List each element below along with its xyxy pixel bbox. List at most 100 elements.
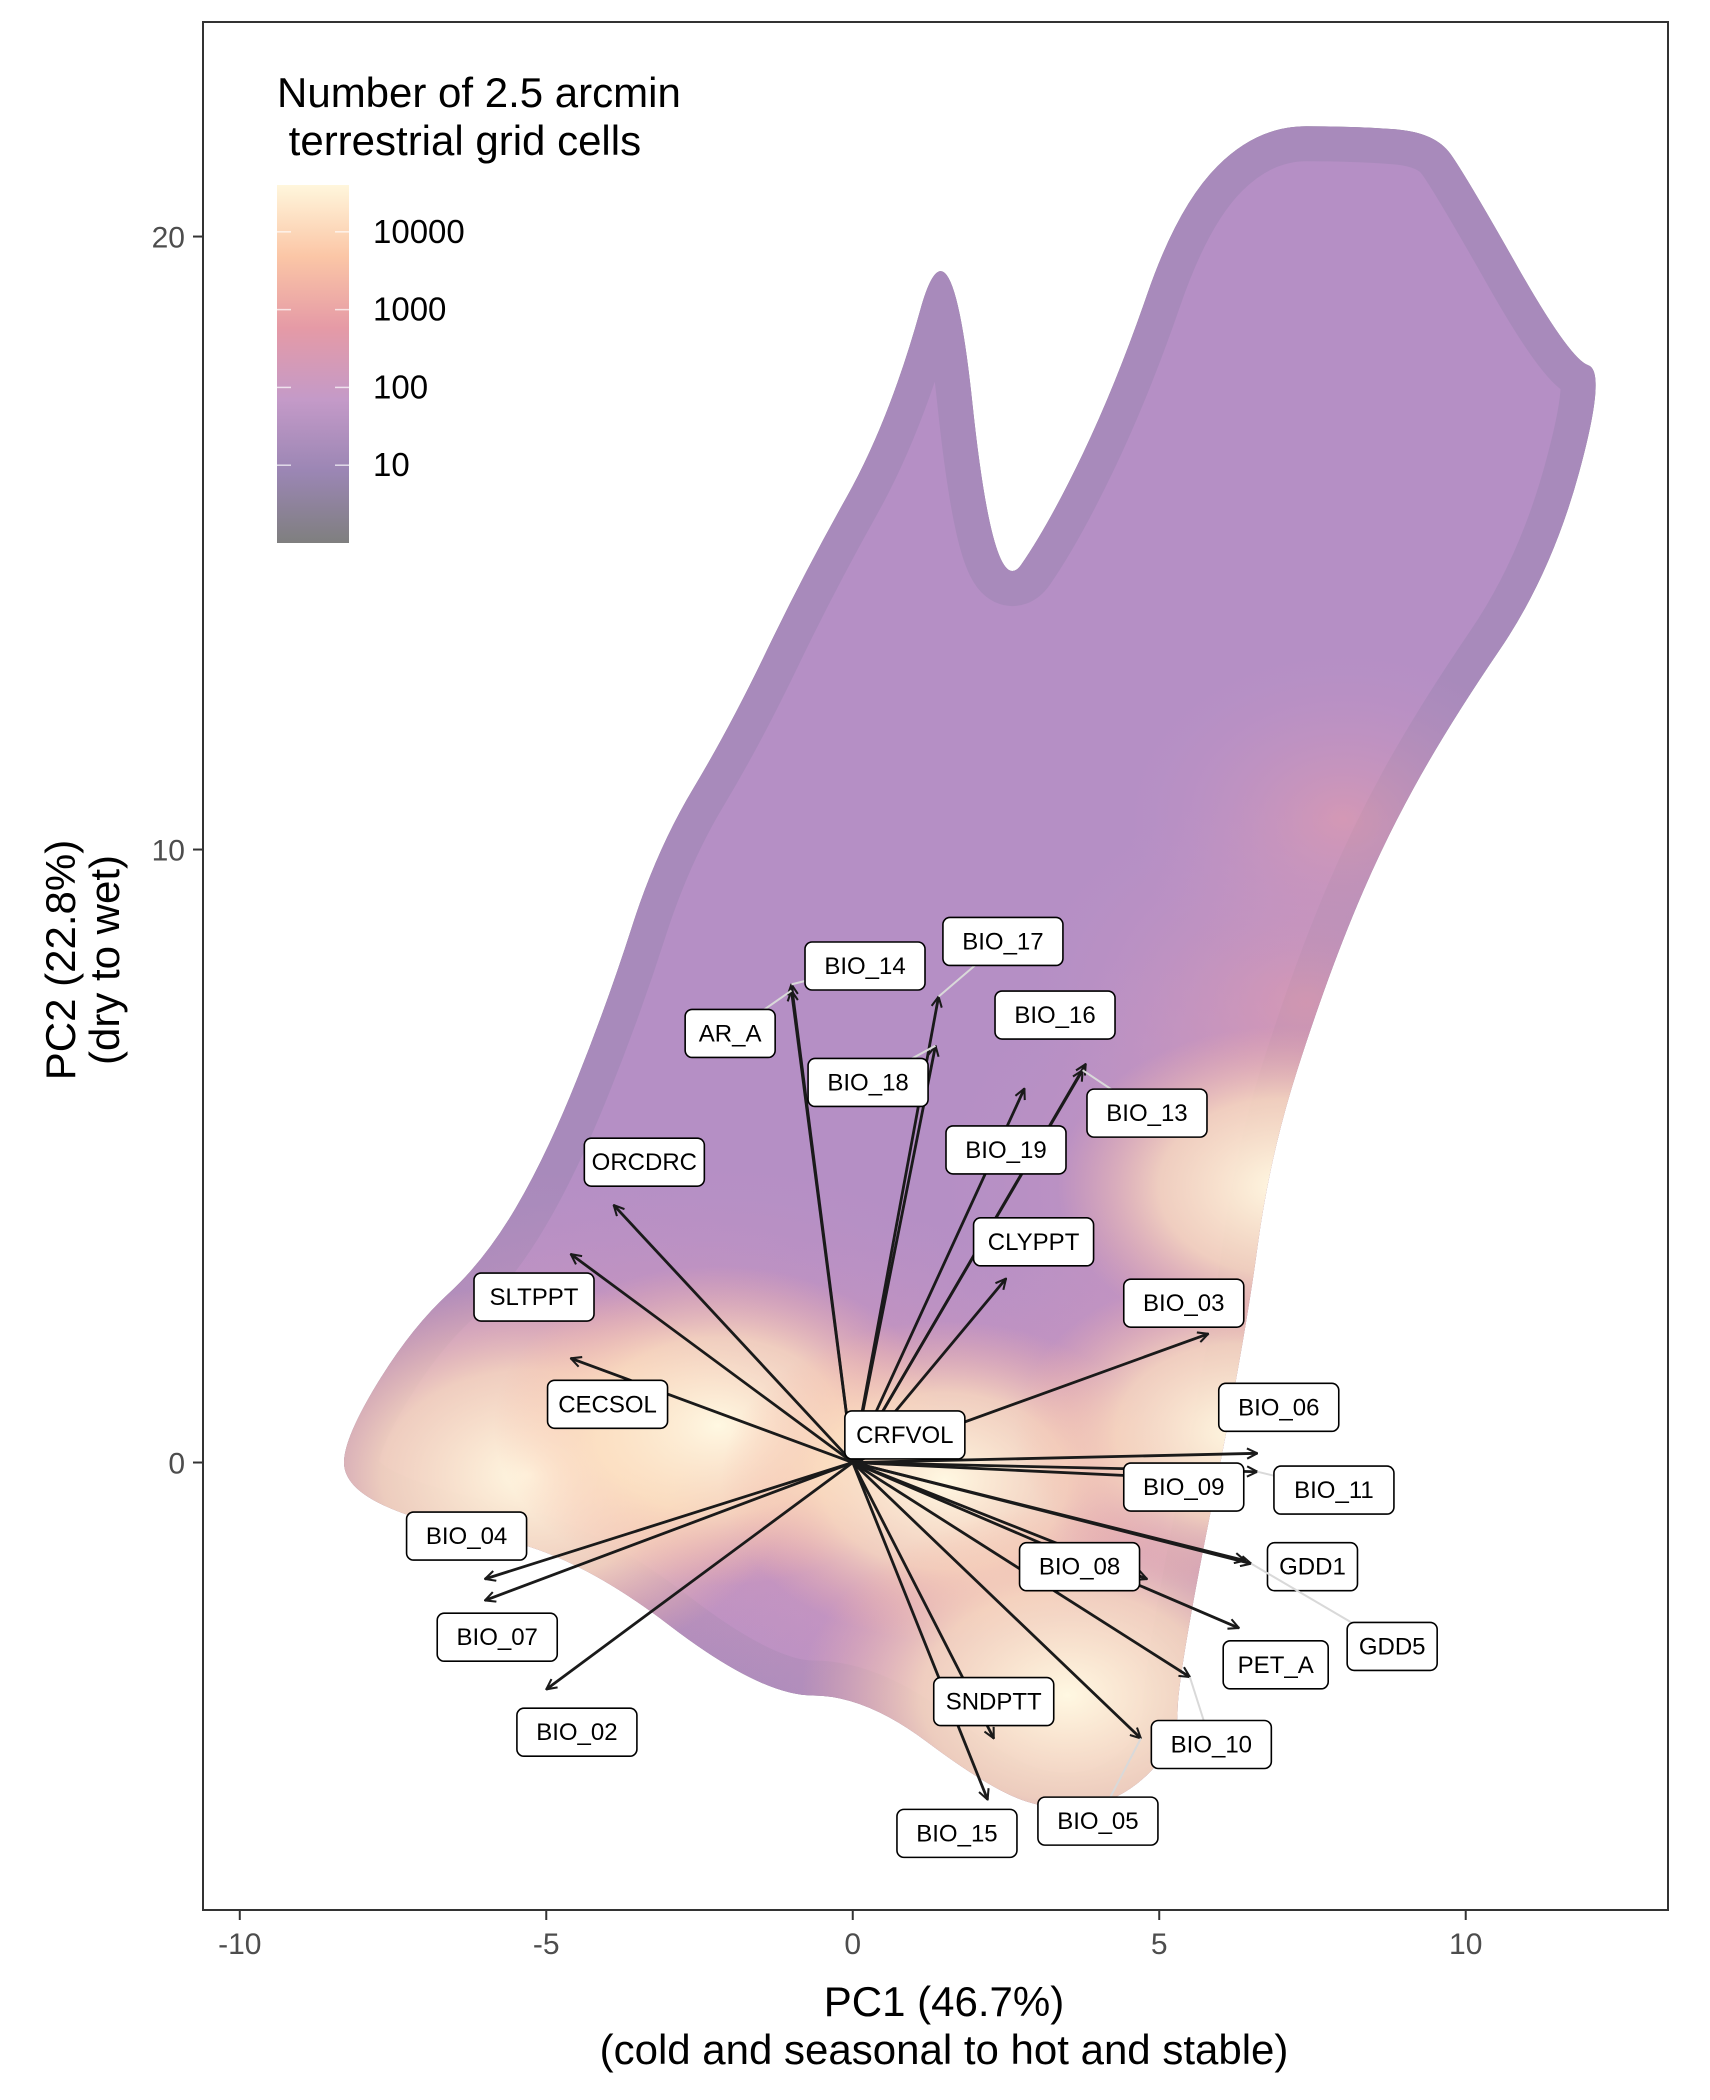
loading-label-bio_18: BIO_18 — [807, 1057, 929, 1108]
legend-title-line1: Number of 2.5 arcmin — [277, 69, 681, 116]
loading-label-bio_04: BIO_04 — [405, 1511, 528, 1561]
label-text: AR_A — [699, 1020, 762, 1047]
loading-label-bio_05: BIO_05 — [1037, 1796, 1159, 1846]
loading-label-ar_a: AR_A — [684, 1008, 776, 1059]
loading-labels: BIO_14 BIO_17 AR_A BIO_16 BIO_18 BIO_13 BIO_19… — [405, 916, 1438, 1859]
loading-label-bio_08: BIO_08 — [1018, 1541, 1141, 1592]
loading-label-gdd5: GDD5 — [1346, 1621, 1438, 1672]
label-box — [1122, 1278, 1245, 1328]
x-tick-label: 0 — [844, 1928, 861, 1961]
label-text: BIO_19 — [965, 1137, 1046, 1164]
color-legend: Number of 2.5 arcmin terrestrial grid ce… — [277, 69, 681, 543]
legend-ticks: 10000 1000 100 10 — [277, 213, 465, 483]
label-box — [807, 1057, 929, 1108]
label-text: BIO_13 — [1106, 1100, 1187, 1127]
label-text: CECSOL — [558, 1391, 657, 1418]
loading-label-bio_02: BIO_02 — [516, 1707, 638, 1758]
x-tick-label: -10 — [218, 1928, 261, 1961]
label-box — [516, 1707, 638, 1758]
loading-label-bio_17: BIO_17 — [942, 916, 1064, 967]
label-text: BIO_06 — [1238, 1394, 1319, 1421]
label-box — [804, 941, 926, 991]
label-box — [1150, 1719, 1273, 1770]
loading-label-bio_11: BIO_11 — [1273, 1465, 1395, 1515]
loading-label-bio_07: BIO_07 — [436, 1612, 559, 1663]
loading-label-bio_16: BIO_16 — [994, 990, 1116, 1040]
label-text: CLYPPT — [988, 1229, 1080, 1256]
label-text: BIO_03 — [1143, 1290, 1224, 1317]
label-box — [405, 1511, 528, 1561]
loading-arrow-bio_18 — [851, 1046, 936, 1463]
label-text: SNDPTT — [946, 1689, 1042, 1716]
y-axis: 0 10 20 — [152, 222, 203, 1481]
loading-label-bio_10: BIO_10 — [1150, 1719, 1273, 1770]
label-box — [1217, 1382, 1340, 1433]
label-box — [994, 990, 1116, 1040]
loading-label-bio_03: BIO_03 — [1122, 1278, 1245, 1328]
label-box — [972, 1217, 1095, 1267]
label-text: BIO_11 — [1294, 1477, 1374, 1504]
loading-arrow-orcdrc — [614, 1205, 854, 1464]
x-tick-label: 10 — [1449, 1928, 1482, 1961]
loading-arrow-bio_15 — [851, 1461, 988, 1800]
loading-label-orcdrc: ORCDRC — [583, 1137, 706, 1187]
loading-arrow-bio_06 — [852, 1453, 1258, 1464]
label-box — [1086, 1088, 1208, 1138]
label-box — [945, 1125, 1067, 1175]
label-box — [1037, 1796, 1159, 1846]
label-text: BIO_05 — [1057, 1808, 1138, 1835]
label-text: BIO_04 — [426, 1523, 507, 1550]
loading-arrow-gdd5 — [852, 1461, 1251, 1564]
y-axis-title-line2: (dry to wet) — [81, 855, 128, 1065]
label-box — [1346, 1621, 1438, 1672]
y-tick-label: 10 — [152, 835, 185, 868]
label-box — [473, 1272, 595, 1322]
label-text: BIO_10 — [1171, 1731, 1252, 1758]
label-box — [1266, 1541, 1359, 1592]
label-box — [436, 1612, 559, 1663]
label-text: ORCDRC — [592, 1149, 697, 1176]
label-text: SLTPPT — [490, 1284, 579, 1311]
label-text: BIO_17 — [962, 928, 1043, 955]
label-box — [942, 916, 1064, 967]
label-box — [1222, 1640, 1329, 1690]
label-box — [932, 1676, 1055, 1727]
loading-label-pet_a: PET_A — [1222, 1640, 1329, 1690]
label-text: GDD5 — [1359, 1633, 1426, 1660]
loading-arrow-bio_05 — [851, 1461, 1141, 1739]
loading-label-bio_09: BIO_09 — [1122, 1462, 1245, 1512]
legend-tick-label: 10 — [373, 446, 410, 483]
label-box — [1018, 1541, 1141, 1592]
loading-arrow-ar_a — [791, 991, 855, 1463]
loading-label-bio_13: BIO_13 — [1086, 1088, 1208, 1138]
loading-arrow-bio_02 — [546, 1461, 854, 1690]
loading-arrow-cecsol — [571, 1358, 854, 1464]
loading-label-crfvol: CRFVOL — [844, 1410, 966, 1460]
loading-label-sltppt: SLTPPT — [473, 1272, 595, 1322]
x-tick-label: 5 — [1151, 1928, 1168, 1961]
loading-label-gdd1: GDD1 — [1266, 1541, 1359, 1592]
legend-tick-label: 1000 — [373, 291, 446, 328]
label-text: CRFVOL — [856, 1422, 953, 1449]
label-text: BIO_02 — [536, 1719, 617, 1746]
label-box — [844, 1410, 966, 1460]
loading-label-bio_15: BIO_15 — [896, 1808, 1018, 1859]
x-axis-title-line2: (cold and seasonal to hot and stable) — [600, 2026, 1289, 2073]
y-tick-label: 0 — [168, 1448, 185, 1481]
legend-colorbar — [277, 185, 349, 543]
loading-label-bio_06: BIO_06 — [1217, 1382, 1340, 1433]
loading-arrow-bio_07 — [485, 1461, 854, 1601]
x-tick-label: -5 — [533, 1928, 560, 1961]
label-text: BIO_15 — [916, 1820, 997, 1847]
label-text: PET_A — [1238, 1652, 1314, 1679]
label-box — [684, 1008, 776, 1059]
y-axis-title-line1: PC2 (22.8%) — [37, 840, 84, 1080]
loading-label-sndptt: SNDPTT — [932, 1676, 1055, 1727]
loading-arrow-sltppt — [571, 1254, 854, 1464]
density-core-halo — [1127, 652, 1559, 985]
label-box — [1122, 1462, 1245, 1512]
label-box — [896, 1808, 1018, 1859]
label-text: BIO_07 — [457, 1624, 538, 1651]
label-text: GDD1 — [1279, 1554, 1346, 1581]
